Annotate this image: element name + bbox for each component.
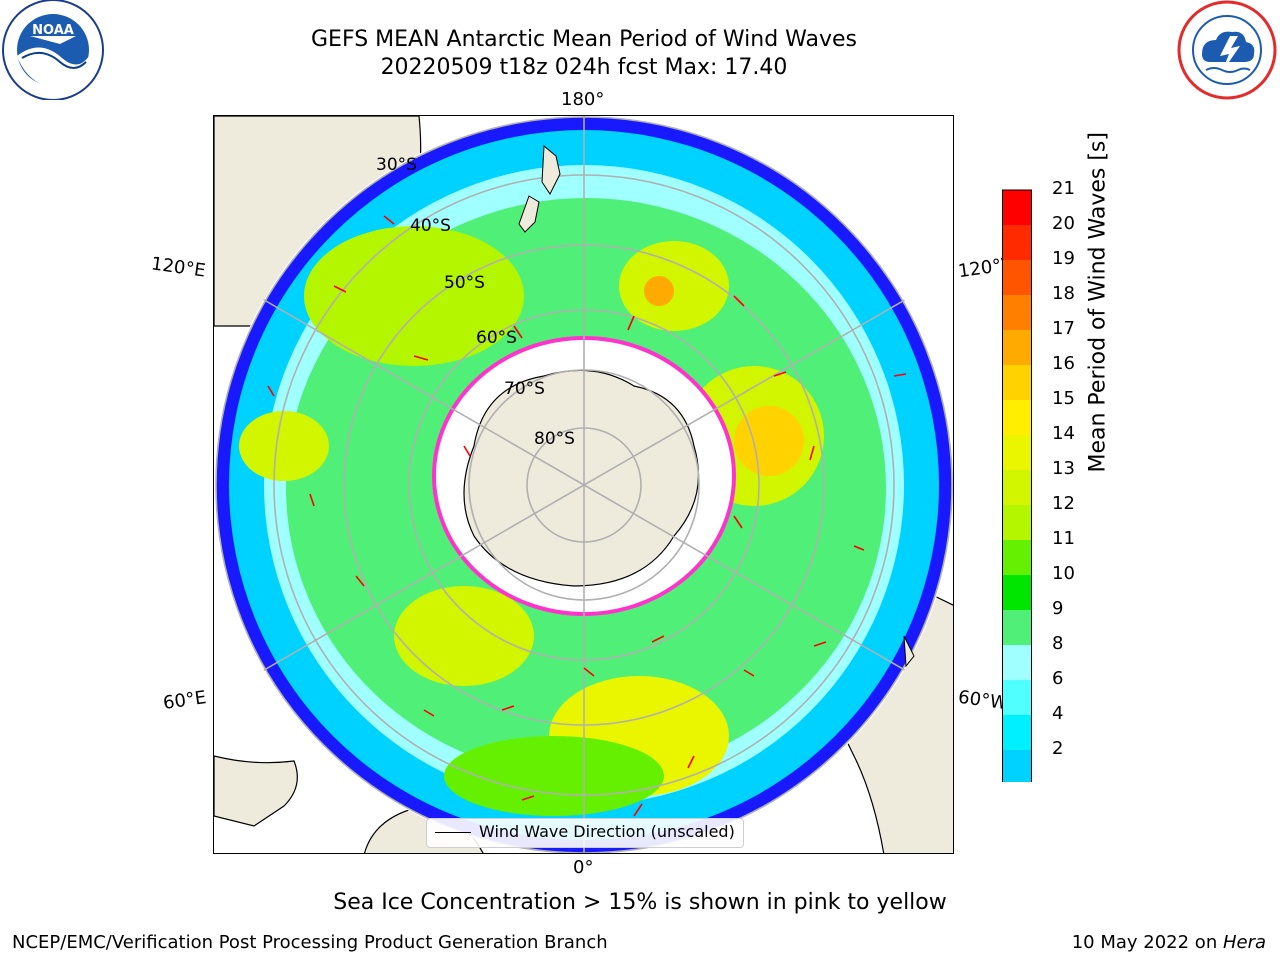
footer-date: 10 May 2022 on Hera bbox=[1072, 932, 1266, 953]
colorbar-swatch bbox=[1002, 470, 1032, 505]
colorbar-swatches bbox=[1002, 189, 1032, 848]
map-legend: Wind Wave Direction (unscaled) bbox=[426, 818, 744, 848]
colorbar-tick-label: 19 bbox=[1052, 248, 1075, 269]
colorbar-swatch bbox=[1002, 540, 1032, 575]
chart-subtitle: 20220509 t18z 024h fcst Max: 17.40 bbox=[380, 55, 788, 80]
colorbar-swatch bbox=[1002, 575, 1032, 610]
colorbar-swatch bbox=[1002, 715, 1032, 750]
svg-text:40°S: 40°S bbox=[410, 216, 451, 236]
colorbar-tick-label: 4 bbox=[1052, 703, 1064, 724]
colorbar-tick-label: 9 bbox=[1052, 598, 1064, 619]
footer-host: Hera bbox=[1222, 932, 1266, 953]
nws-logo bbox=[1174, 0, 1280, 100]
colorbar-tick-label: 20 bbox=[1052, 213, 1075, 234]
colorbar-tick-label: 11 bbox=[1052, 528, 1075, 549]
colorbar-swatch bbox=[1002, 505, 1032, 540]
svg-text:80°S: 80°S bbox=[534, 429, 575, 449]
lon-label-180: 180° bbox=[561, 89, 605, 110]
colorbar-swatch bbox=[1002, 225, 1032, 260]
wind-wave-arrows bbox=[267, 215, 907, 817]
colorbar-tick-label: 10 bbox=[1052, 563, 1075, 584]
colorbar-swatch bbox=[1002, 365, 1032, 400]
colorbar-label: Mean Period of Wind Waves [s] bbox=[1085, 132, 1111, 473]
colorbar-swatch bbox=[1002, 190, 1032, 225]
colorbar-swatch bbox=[1002, 645, 1032, 680]
colorbar-tick-label: 6 bbox=[1052, 668, 1064, 689]
colorbar-tick-label: 21 bbox=[1052, 178, 1075, 199]
noaa-logo: NOAA bbox=[0, 0, 106, 101]
colorbar-tick-label: 8 bbox=[1052, 633, 1064, 654]
colorbar-tick-label: 15 bbox=[1052, 388, 1075, 409]
latitude-labels: 30°S 40°S 50°S 60°S 70°S 80°S bbox=[376, 155, 575, 449]
lon-label-0: 0° bbox=[573, 857, 594, 878]
svg-text:60°S: 60°S bbox=[476, 328, 517, 348]
colorbar-tick-label: 13 bbox=[1052, 458, 1075, 479]
colorbar-tick-label: 17 bbox=[1052, 318, 1075, 339]
islands bbox=[518, 144, 915, 668]
svg-text:NOAA: NOAA bbox=[32, 23, 74, 38]
graticule bbox=[214, 116, 953, 853]
polar-map: 30°S 40°S 50°S 60°S 70°S 80°S bbox=[213, 115, 954, 854]
footer-date-text: 10 May 2022 on bbox=[1071, 932, 1223, 953]
colorbar-swatch bbox=[1002, 435, 1032, 470]
colorbar-swatch bbox=[1002, 330, 1032, 365]
colorbar-swatch bbox=[1002, 295, 1032, 330]
chart-title: GEFS MEAN Antarctic Mean Period of Wind … bbox=[311, 27, 857, 52]
colorbar-tick-label: 2 bbox=[1052, 738, 1064, 759]
lon-label-120e: 120°E bbox=[149, 253, 207, 282]
colorbar-swatch bbox=[1002, 610, 1032, 645]
colorbar-tick-label: 14 bbox=[1052, 423, 1075, 444]
colorbar-tick-label: 16 bbox=[1052, 353, 1075, 374]
legend-label: Wind Wave Direction (unscaled) bbox=[479, 822, 735, 841]
colorbar-swatch bbox=[1002, 260, 1032, 295]
footer-credit: NCEP/EMC/Verification Post Processing Pr… bbox=[12, 932, 608, 953]
colorbar-tick-label: 18 bbox=[1052, 283, 1075, 304]
legend-line-swatch bbox=[435, 832, 471, 833]
svg-text:70°S: 70°S bbox=[504, 379, 545, 399]
colorbar-swatch bbox=[1002, 400, 1032, 435]
svg-text:50°S: 50°S bbox=[444, 273, 485, 293]
sea-ice-note: Sea Ice Concentration > 15% is shown in … bbox=[333, 890, 947, 915]
colorbar-swatch bbox=[1002, 680, 1032, 715]
colorbar-tick-label: 12 bbox=[1052, 493, 1075, 514]
colorbar bbox=[1002, 188, 1034, 848]
lon-label-60e: 60°E bbox=[161, 687, 208, 714]
svg-text:30°S: 30°S bbox=[376, 155, 417, 175]
colorbar-swatch bbox=[1002, 750, 1032, 785]
